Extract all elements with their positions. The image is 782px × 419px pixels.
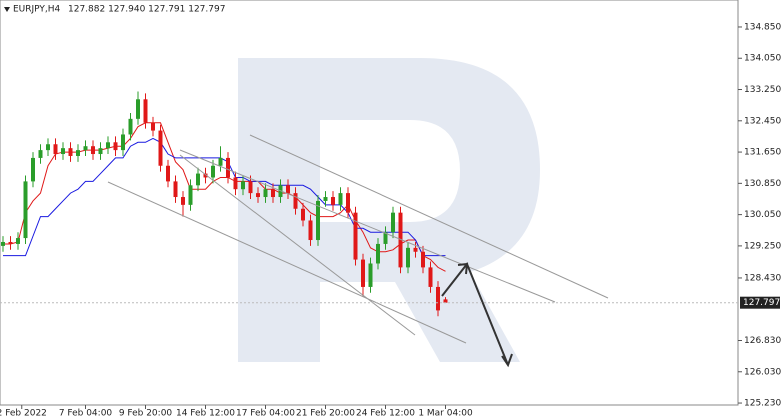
watermark xyxy=(238,58,540,362)
candle-body xyxy=(188,185,193,205)
candle-body xyxy=(61,148,65,155)
candle-body xyxy=(218,157,223,166)
candle-body xyxy=(91,146,95,155)
y-tick-label: 132.450 xyxy=(744,116,781,126)
candle-body xyxy=(391,212,395,233)
candle-body xyxy=(121,134,125,151)
candle-body xyxy=(443,299,448,303)
candle-body xyxy=(8,241,13,244)
y-tick-label: 134.850 xyxy=(744,22,781,32)
candle-body xyxy=(316,200,320,241)
candle-body xyxy=(308,220,313,241)
candle-body xyxy=(436,286,440,311)
candle-body xyxy=(136,99,140,119)
y-tick-label: 128.430 xyxy=(744,273,781,283)
candle-body xyxy=(353,212,358,260)
candle-body xyxy=(158,130,163,166)
x-tick-label: 9 Feb 20:00 xyxy=(119,409,173,419)
candle-body xyxy=(346,193,350,213)
candle-body xyxy=(376,243,380,264)
y-tick-label: 133.250 xyxy=(744,85,781,95)
symbol-ohlc: 127.882 127.940 127.791 127.797 xyxy=(68,5,225,15)
candle-body xyxy=(428,267,433,287)
candle-body xyxy=(271,189,275,198)
y-tick-label: 130.850 xyxy=(744,179,781,189)
candle-body xyxy=(226,157,230,178)
candle-body xyxy=(76,150,80,156)
x-tick-label: 14 Feb 12:00 xyxy=(176,409,235,419)
candle-body xyxy=(293,193,298,209)
y-tick-label: 126.030 xyxy=(744,367,781,377)
candle-body xyxy=(143,99,148,123)
candle-body xyxy=(53,144,58,155)
candle-body xyxy=(368,263,373,287)
candle-body xyxy=(241,181,245,190)
candle-body xyxy=(263,189,268,198)
candle-body xyxy=(413,247,418,252)
candle-body xyxy=(248,181,253,194)
candle-body xyxy=(31,157,35,182)
candle-body xyxy=(23,181,28,239)
y-tick-label: 126.830 xyxy=(744,336,781,346)
trend-lines xyxy=(107,134,609,344)
x-tick-label: 2 Feb 2022 xyxy=(0,409,47,419)
candle-body xyxy=(211,165,215,178)
y-tick-label: 131.650 xyxy=(744,148,781,158)
candle-body xyxy=(181,197,185,205)
candle-body xyxy=(46,144,50,151)
candle-body xyxy=(173,181,178,198)
candle-body xyxy=(106,142,110,149)
x-tick-label: 21 Feb 20:00 xyxy=(296,409,355,419)
candle-body xyxy=(83,146,88,151)
candle-body xyxy=(301,208,305,221)
candle-body xyxy=(166,165,170,182)
x-tick-label: 17 Feb 04:00 xyxy=(236,409,295,419)
x-tick-label: 24 Feb 12:00 xyxy=(356,409,415,419)
symbol-title: EURJPY,H4 xyxy=(13,5,61,15)
candle-body xyxy=(196,173,200,186)
last-price-box xyxy=(740,296,780,309)
candle-body xyxy=(421,251,425,268)
candle-body xyxy=(113,142,118,151)
candle-body xyxy=(98,148,103,155)
candle-body xyxy=(0,241,5,246)
x-tick-label: 1 Mar 04:00 xyxy=(418,409,473,419)
candle-body xyxy=(203,173,208,178)
candle-body xyxy=(38,150,43,158)
candle-body xyxy=(16,238,20,244)
candle-body xyxy=(331,197,335,205)
candle-body xyxy=(256,193,260,198)
x-tick-label: 7 Feb 04:00 xyxy=(59,409,113,419)
forecast-arrow xyxy=(441,262,513,368)
candle-body xyxy=(406,247,410,268)
candle-body xyxy=(338,193,343,205)
indicator-line xyxy=(3,137,446,257)
y-tick-label: 130.050 xyxy=(744,210,781,220)
y-tick-label: 125.230 xyxy=(744,399,781,409)
candle-body xyxy=(233,177,238,190)
y-tick-label: 134.050 xyxy=(744,54,781,64)
candle-body xyxy=(398,212,403,268)
header: EURJPY,H4 127.882 127.940 127.791 127.79… xyxy=(4,5,225,15)
y-tick-label: 129.250 xyxy=(744,241,781,251)
candle-body xyxy=(323,197,328,201)
candle-body xyxy=(128,118,133,135)
candle-body xyxy=(383,232,388,244)
candle-body xyxy=(361,259,365,287)
candle-body xyxy=(68,148,73,156)
candle-body xyxy=(286,185,290,194)
candle-body xyxy=(151,122,155,131)
last-price-label: 127.797 xyxy=(743,298,780,308)
